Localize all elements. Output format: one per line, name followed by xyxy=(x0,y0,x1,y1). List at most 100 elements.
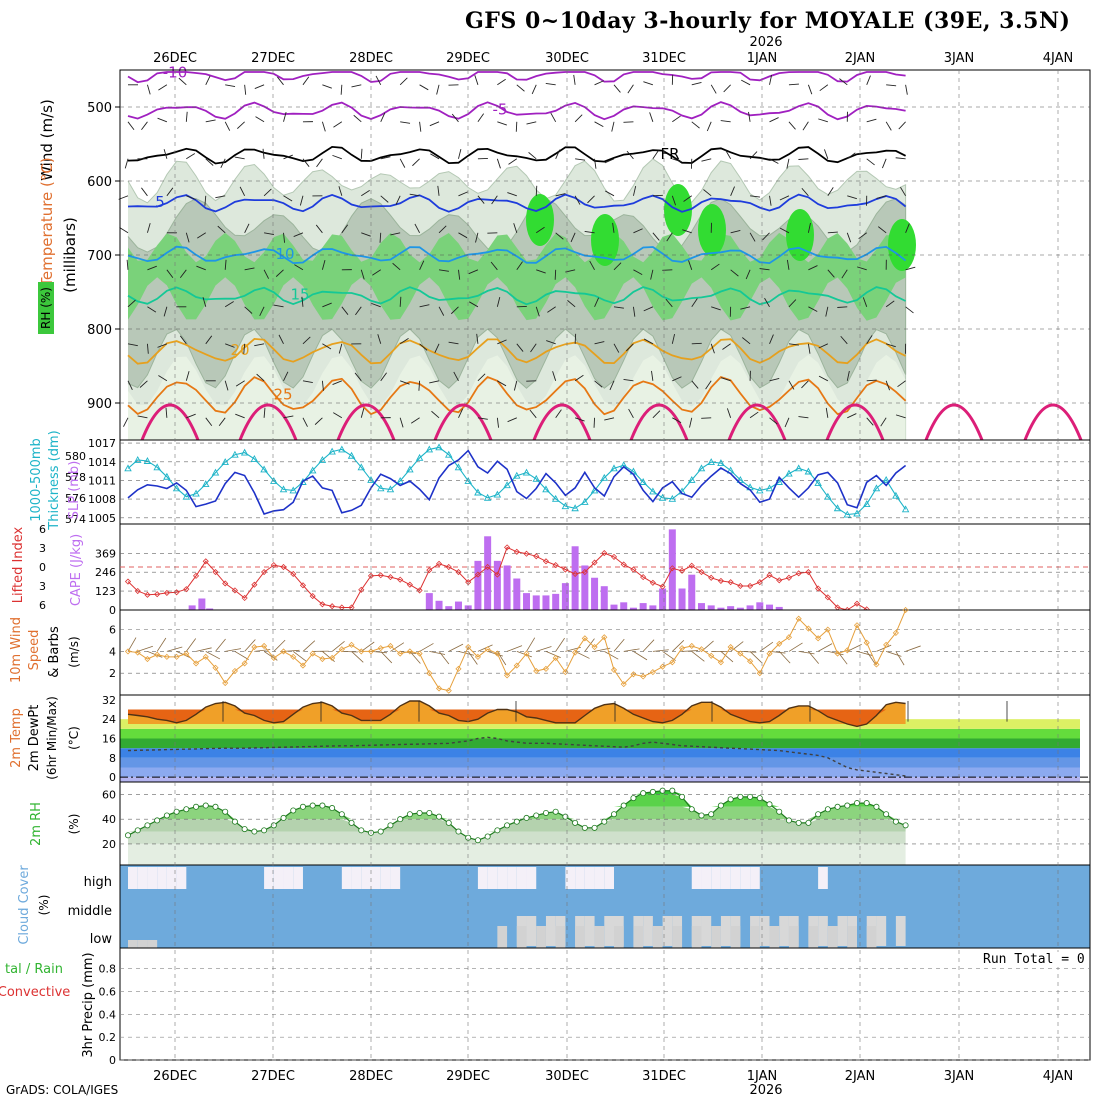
upper-wind-barb xyxy=(315,224,323,234)
upper-wind-barb xyxy=(691,81,702,86)
lifted-index-marker xyxy=(795,570,802,577)
date-label-bottom: 3JAN xyxy=(944,1069,975,1084)
upper-wind-barb xyxy=(474,75,479,85)
upper-wind-barb xyxy=(322,84,332,89)
wind-barb xyxy=(156,637,167,652)
upper-wind-barb xyxy=(414,223,420,234)
wind-speed-marker xyxy=(231,667,238,675)
upper-wind-barb xyxy=(507,417,517,423)
lifted-index-marker xyxy=(824,594,831,601)
wind-speed-marker xyxy=(533,667,540,675)
wind-barb xyxy=(866,651,876,665)
rh-marker xyxy=(815,811,822,818)
cloud-high-clear xyxy=(341,867,352,889)
cape-bar xyxy=(206,608,214,610)
lifted-index-line xyxy=(127,546,906,624)
lifted-index-marker xyxy=(669,565,676,572)
thickness-marker xyxy=(513,471,521,479)
upper-wind-barb xyxy=(147,84,151,95)
upper-wind-barb xyxy=(691,298,698,308)
thickness-marker xyxy=(318,456,327,463)
upper-tick-label: 600 xyxy=(87,175,112,190)
upper-wind-barb xyxy=(764,297,770,308)
wind-barb xyxy=(458,651,475,656)
rh-marker xyxy=(494,827,501,834)
cloud-level-label: low xyxy=(90,932,113,947)
upper-wind-barb xyxy=(878,226,887,234)
upper-wind-barb xyxy=(380,112,386,122)
upper-wind-barb xyxy=(371,302,381,308)
upper-wind-barb xyxy=(807,84,813,95)
cape-tick-label: 369 xyxy=(95,547,116,560)
cape-bar xyxy=(766,604,774,610)
cape-bar xyxy=(736,607,744,610)
upper-axis-title-mb: (millibars) xyxy=(61,217,79,293)
thickness-marker xyxy=(824,492,832,500)
upper-wind-barb xyxy=(623,121,634,123)
thickness-marker xyxy=(279,485,288,493)
rh-marker xyxy=(329,805,336,812)
lifted-index-marker xyxy=(309,593,316,600)
cloud-low-bar xyxy=(536,926,546,948)
rh-marker xyxy=(212,803,219,810)
rh-cell-bright xyxy=(888,219,916,271)
rh-fill-band xyxy=(128,819,906,832)
thickness-marker xyxy=(415,453,424,461)
cloud-middle-bar xyxy=(643,916,653,946)
lifted-index-marker xyxy=(144,591,151,598)
upper-wind-barb xyxy=(550,112,557,123)
upper-wind-barb xyxy=(361,232,371,237)
rh-marker xyxy=(844,802,851,809)
wind-speed-marker xyxy=(192,660,200,667)
lifted-index-marker xyxy=(620,561,627,568)
cloud-high-clear xyxy=(740,867,751,889)
upper-wind-barb xyxy=(627,84,634,94)
thickness-marker xyxy=(649,487,657,495)
isotherm-30-arc xyxy=(532,403,592,441)
upper-wind-barb xyxy=(846,232,852,243)
upper-wind-barb xyxy=(399,158,406,168)
cape-bar xyxy=(513,578,521,610)
cape-bar xyxy=(454,601,462,610)
upper-wind-barb xyxy=(451,113,459,123)
upper-wind-barb xyxy=(157,343,168,348)
upper-wind-barb xyxy=(528,152,537,160)
wind-barb xyxy=(234,651,249,660)
rh-marker xyxy=(397,816,404,823)
thickness-marker xyxy=(843,510,852,518)
wind-speed-marker xyxy=(309,650,316,657)
cloud-high-clear xyxy=(487,867,498,889)
upper-wind-barb xyxy=(594,80,604,86)
cloud-low-bar xyxy=(827,926,838,948)
upper-wind-barb xyxy=(399,296,402,307)
wind-barb xyxy=(390,642,405,652)
rh-marker xyxy=(436,813,443,820)
rh-marker xyxy=(484,833,491,840)
cloud-high-clear xyxy=(273,867,284,889)
rh-marker xyxy=(338,811,345,818)
lifted-index-marker xyxy=(455,568,462,576)
upper-wind-barb xyxy=(321,260,326,270)
upper-wind-barb xyxy=(825,407,829,418)
upper-wind-barb xyxy=(722,343,731,350)
upper-wind-barb xyxy=(126,259,129,270)
upper-wind-barb xyxy=(186,413,196,419)
upper-wind-barb xyxy=(412,158,420,167)
upper-wind-barb xyxy=(866,118,877,123)
wind-barb xyxy=(652,649,669,652)
rh-marker xyxy=(513,818,520,825)
upper-wind-barb xyxy=(196,265,206,271)
rh-fill-band xyxy=(128,843,906,869)
rh-marker xyxy=(251,828,258,835)
upper-wind-barb xyxy=(652,194,663,197)
upper-wind-barb xyxy=(808,265,818,271)
li-tick-label: 6 xyxy=(39,523,46,536)
wind-barb xyxy=(604,651,619,660)
wind-speed-marker xyxy=(620,681,627,688)
wind-speed-marker xyxy=(610,666,618,674)
cape-bar xyxy=(484,536,492,610)
wind-speed-marker xyxy=(824,626,831,633)
upper-wind-barb xyxy=(338,186,343,196)
upper-wind-barb xyxy=(725,149,732,160)
